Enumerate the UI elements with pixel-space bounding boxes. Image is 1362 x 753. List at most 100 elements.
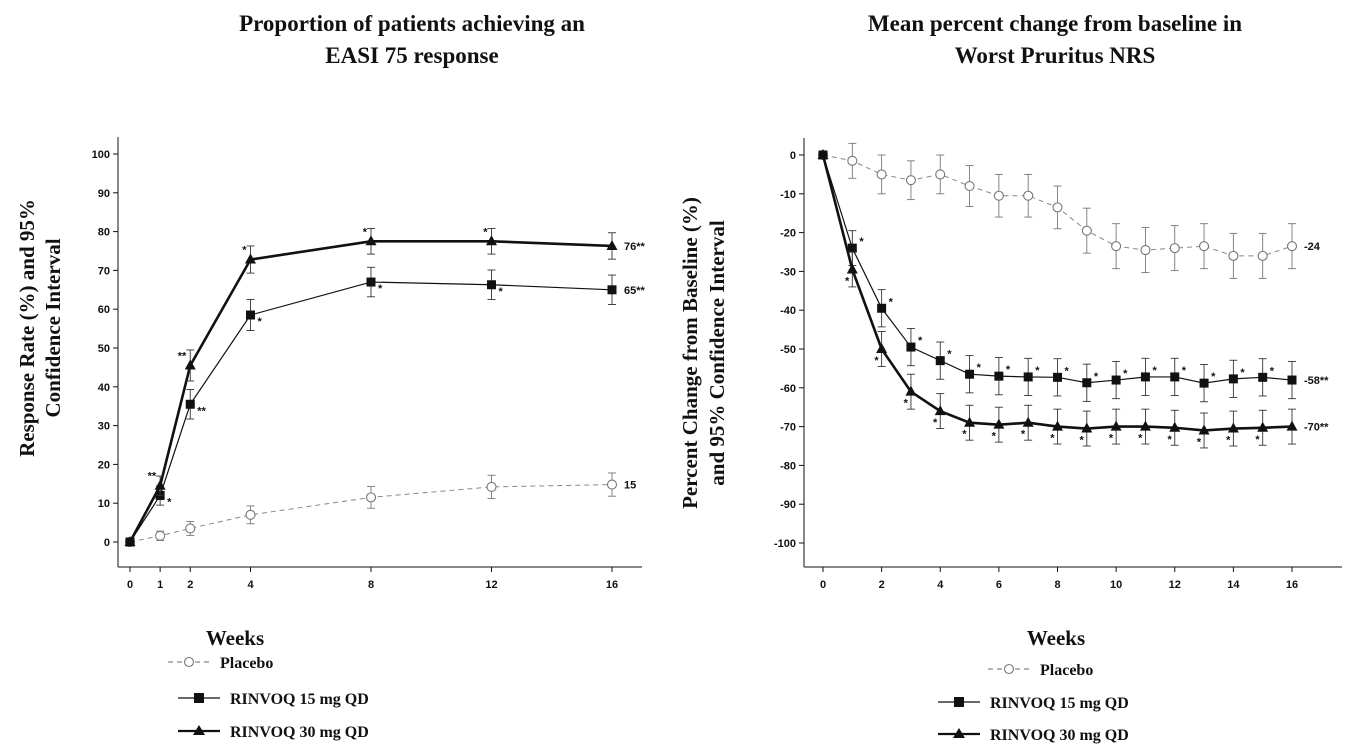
- significance-marker: *: [1226, 435, 1231, 447]
- data-point: [1199, 241, 1210, 252]
- data-point: [876, 169, 887, 180]
- significance-marker: *: [499, 286, 504, 298]
- legend-marker: [193, 725, 205, 735]
- significance-marker: *: [1270, 365, 1275, 377]
- data-point: [1227, 422, 1239, 433]
- data-point: [1022, 416, 1034, 427]
- data-point: [1023, 190, 1034, 201]
- series-rinvoq-30-mg-qd: ****** *76**: [124, 226, 646, 546]
- data-point: [366, 277, 376, 287]
- data-point: [1140, 372, 1150, 382]
- data-point: [487, 280, 496, 290]
- data-point: [124, 536, 136, 546]
- data-point: [245, 509, 256, 520]
- y-tick-label: 50: [98, 343, 110, 355]
- significance-marker: *: [1240, 367, 1245, 379]
- x-axis-label: Weeks: [206, 626, 264, 650]
- significance-marker: *: [874, 355, 879, 367]
- y-tick-label: -100: [774, 538, 796, 550]
- data-point: [1199, 378, 1209, 388]
- data-point: [606, 239, 618, 250]
- y-axis-label-line-2: Confidence Interval: [41, 238, 65, 417]
- legend-marker: [183, 656, 195, 668]
- data-point: [607, 285, 617, 295]
- x-tick-label: 4: [937, 579, 944, 591]
- data-point: [1258, 372, 1268, 382]
- legend-label: RINVOQ 15 mg QD: [230, 691, 369, 708]
- y-tick-label: 0: [790, 150, 796, 162]
- data-point: [1139, 420, 1151, 431]
- data-point: [245, 253, 256, 264]
- data-point: [1081, 225, 1092, 236]
- significance-marker: *: [363, 226, 368, 238]
- data-point: [964, 416, 976, 427]
- y-tick-label: -60: [780, 383, 796, 395]
- y-axis-label-line-1: Percent Change from Baseline (%): [678, 197, 702, 509]
- data-point: [1023, 372, 1033, 382]
- significance-marker: *: [918, 335, 923, 347]
- y-tick-label: 10: [98, 498, 110, 510]
- data-point: [1286, 241, 1298, 252]
- x-tick-label: 14: [1227, 579, 1240, 591]
- legend-label: Placebo: [220, 655, 273, 672]
- significance-marker: *: [1050, 433, 1055, 445]
- chart-title-line-1: Proportion of patients achieving an: [239, 11, 585, 36]
- legend-label: RINVOQ 15 mg QD: [990, 695, 1129, 712]
- significance-marker: *: [1138, 433, 1143, 445]
- series-end-label: 15: [624, 480, 636, 492]
- y-tick-label: -70: [780, 422, 796, 434]
- series-rinvoq-30-mg-qd: * * * * * * * * * * * * * * * -70**: [817, 149, 1329, 448]
- significance-marker: *: [258, 316, 263, 328]
- legend-item: RINVOQ 30 mg QD: [938, 727, 1129, 744]
- series-placebo: 15: [124, 472, 636, 548]
- legend-item: RINVOQ 30 mg QD: [178, 724, 369, 741]
- y-tick-label: 60: [98, 304, 110, 316]
- significance-marker: *: [1167, 434, 1172, 446]
- y-tick-label: -10: [780, 189, 796, 201]
- chart-title-line-2: Worst Pruritus NRS: [955, 43, 1156, 68]
- significance-marker: *: [947, 349, 952, 361]
- data-point: [1170, 372, 1180, 382]
- data-point: [1257, 421, 1269, 432]
- significance-marker: *: [1094, 371, 1099, 383]
- x-tick-label: 8: [368, 579, 374, 591]
- data-point: [877, 303, 887, 313]
- significance-marker: *: [378, 283, 383, 295]
- significance-marker: *: [1065, 365, 1070, 377]
- data-point: [1287, 375, 1297, 385]
- y-tick-label: 30: [98, 421, 110, 433]
- data-point: [1053, 372, 1062, 382]
- chart-right-pruritus: Mean percent change from baseline in Wors…: [678, 11, 1342, 744]
- data-point: [486, 481, 497, 492]
- data-point: [1257, 250, 1268, 261]
- series-end-label: -58**: [1304, 375, 1329, 387]
- significance-marker: *: [1109, 433, 1114, 445]
- data-point: [905, 385, 917, 396]
- significance-marker: *: [904, 398, 909, 410]
- legend-marker: [953, 728, 965, 738]
- data-point: [965, 369, 975, 379]
- significance-marker: **: [197, 405, 206, 417]
- data-point: [1140, 245, 1151, 256]
- y-axis-label-line-1: Response Rate (%) and 95%: [15, 199, 39, 457]
- x-tick-label: 2: [187, 579, 193, 591]
- data-point: [154, 479, 166, 490]
- significance-marker: **: [148, 471, 157, 483]
- x-tick-label: 4: [247, 579, 254, 591]
- data-point: [964, 180, 975, 192]
- significance-marker: *: [977, 362, 982, 374]
- series-end-label: 76**: [624, 241, 646, 253]
- legend-label: RINVOQ 30 mg QD: [230, 724, 369, 741]
- data-point: [993, 190, 1004, 201]
- y-tick-label: -40: [780, 305, 796, 317]
- significance-marker: *: [167, 496, 172, 508]
- data-point: [1081, 422, 1093, 433]
- legend-item: RINVOQ 15 mg QD: [178, 691, 369, 708]
- data-point: [155, 530, 166, 541]
- data-point: [1286, 420, 1298, 431]
- significance-marker: *: [962, 429, 967, 441]
- data-point: [606, 479, 618, 490]
- significance-marker: *: [483, 226, 488, 238]
- series-end-label: 65**: [624, 285, 646, 297]
- significance-marker: **: [178, 350, 187, 362]
